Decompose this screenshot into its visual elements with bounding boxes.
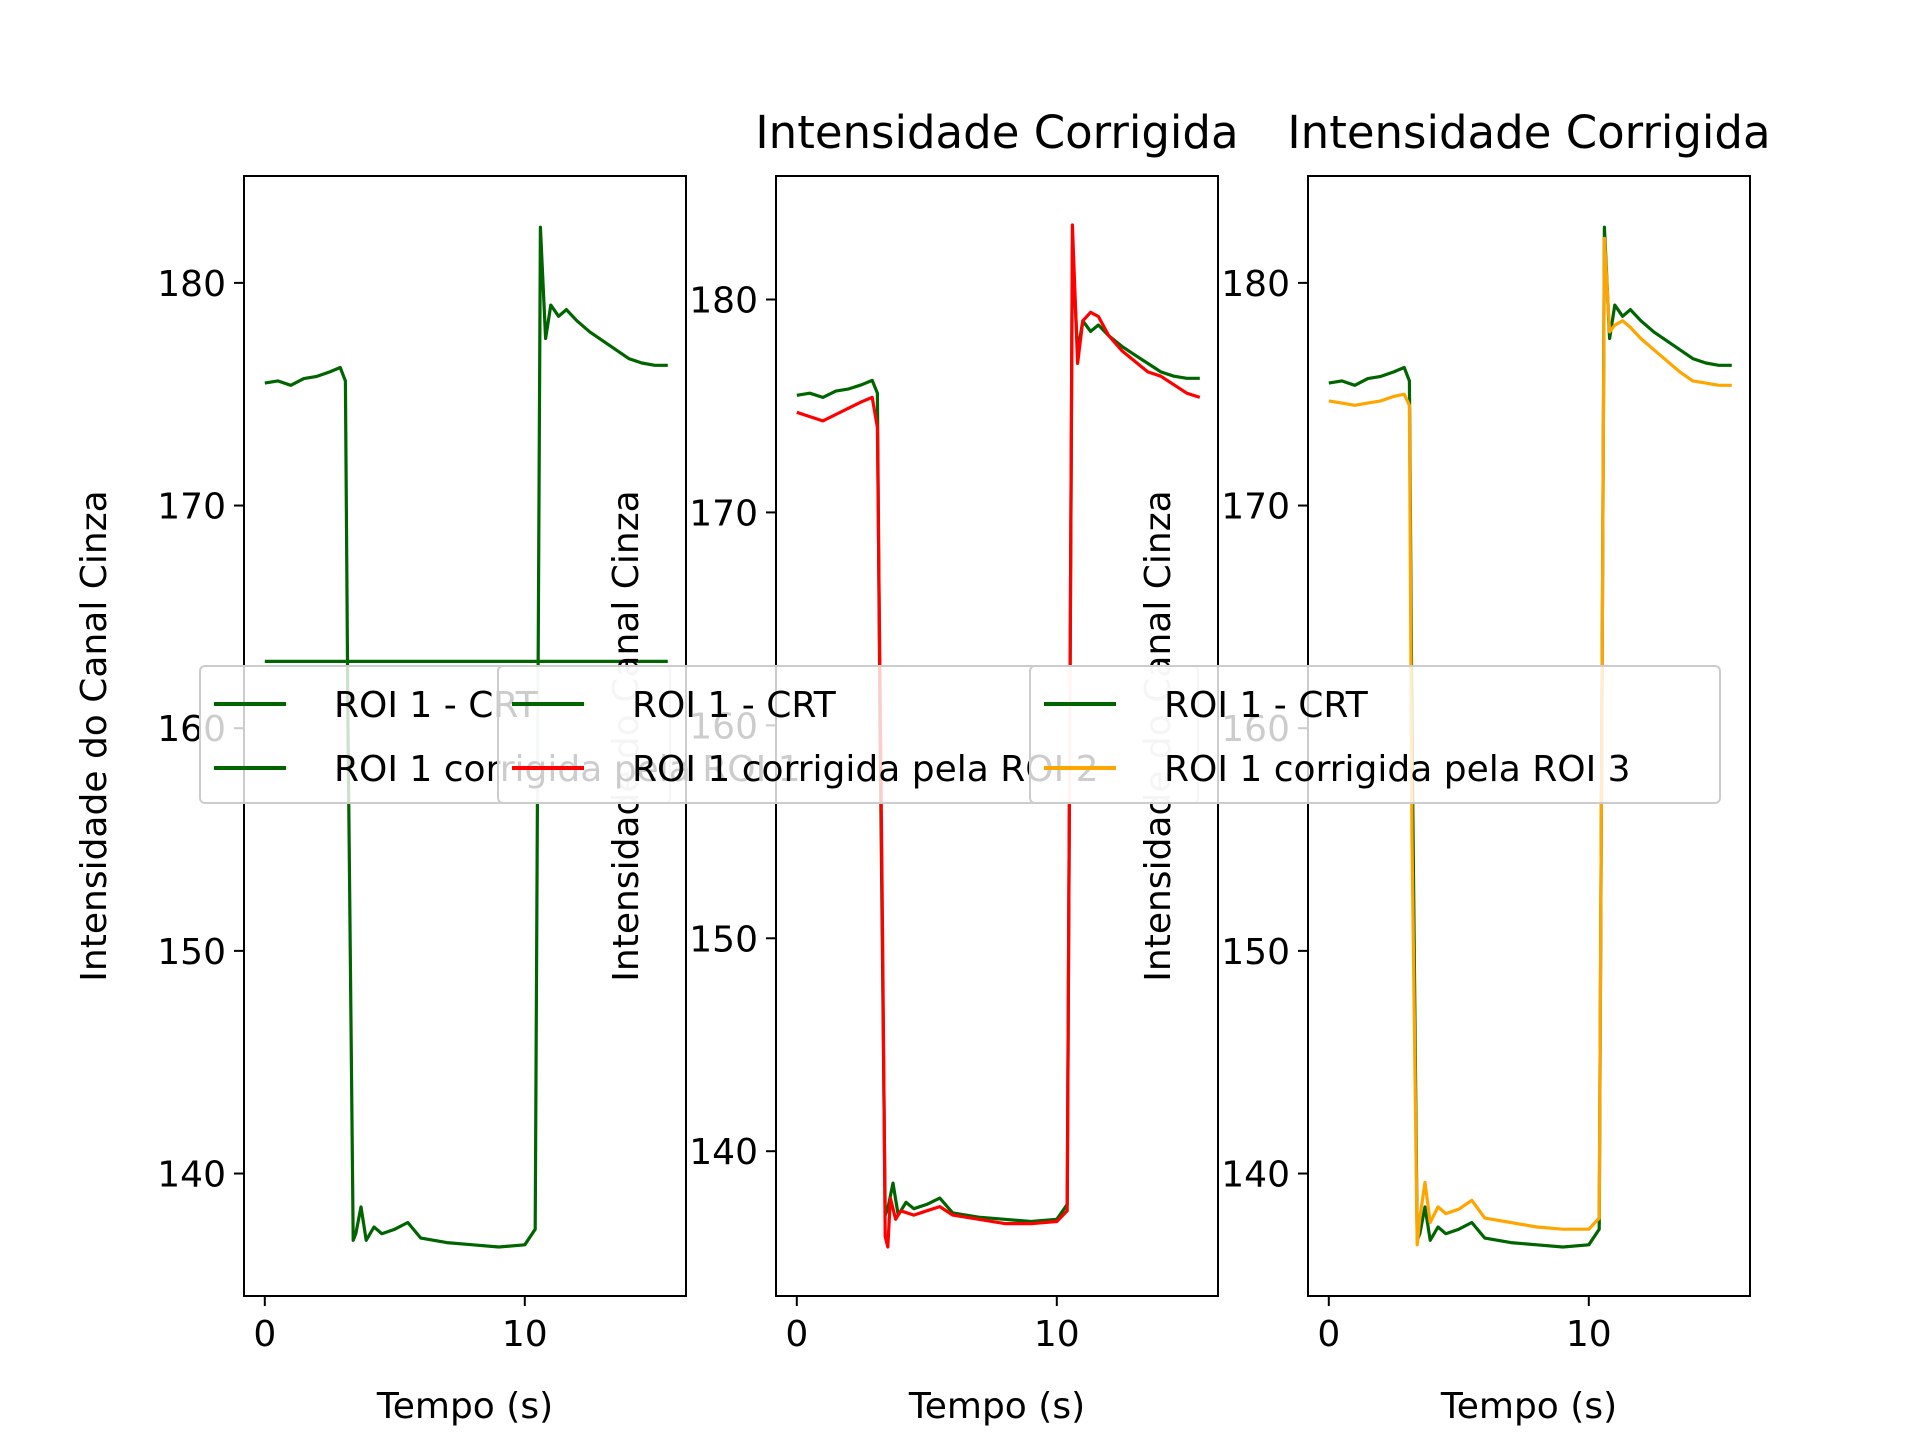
y-tick-label: 150 (157, 932, 226, 973)
x-tick-label: 10 (1566, 1314, 1612, 1355)
legend-entry: ROI 1 - CRT (632, 685, 837, 726)
x-tick-label: 0 (785, 1314, 808, 1355)
x-axis-label: Tempo (s) (1440, 1386, 1617, 1427)
x-tick-label: 0 (1317, 1314, 1340, 1355)
y-tick-label: 170 (1221, 487, 1290, 528)
x-axis-label: Tempo (s) (908, 1386, 1085, 1427)
legend-entry: ROI 1 - CRT (1164, 685, 1369, 726)
y-tick-label: 170 (157, 487, 226, 528)
y-tick-label: 180 (689, 280, 758, 321)
y-tick-label: 170 (689, 493, 758, 534)
chart-title: Intensidade Corrigida (1287, 106, 1770, 159)
y-tick-label: 140 (157, 1155, 226, 1196)
series-line-2-1 (796, 244, 1200, 1224)
series-line-2-2 (796, 223, 1201, 1249)
series-line-1-1 (264, 225, 668, 1249)
x-tick-label: 0 (253, 1314, 276, 1355)
x-tick-label: 10 (502, 1314, 548, 1355)
legend-2: ROI 1 - CRT ROI 1 corrigida pela ROI 2 (497, 665, 1199, 804)
x-tick-label: 10 (1034, 1314, 1080, 1355)
y-axis-label: Intensidade do Canal Cinza (74, 490, 115, 981)
y-tick-label: 150 (1221, 932, 1290, 973)
y-tick-label: 140 (689, 1132, 758, 1173)
legend-box (1029, 665, 1721, 804)
legend-entry: ROI 1 corrigida pela ROI 3 (1164, 749, 1631, 790)
series-line-3-1 (1328, 225, 1732, 1249)
y-tick-label: 150 (689, 919, 758, 960)
legend-3: ROI 1 - CRT ROI 1 corrigida pela ROI 3 (1029, 665, 1721, 804)
chart-title: Intensidade Corrigida (755, 106, 1238, 159)
x-axis-label: Tempo (s) (376, 1386, 553, 1427)
y-tick-label: 180 (1221, 264, 1290, 305)
y-tick-label: 180 (157, 264, 226, 305)
y-tick-label: 140 (1221, 1155, 1290, 1196)
series-line-3-2 (1328, 236, 1732, 1247)
legend-entry: ROI 1 corrigida pela ROI 2 (632, 749, 1099, 790)
